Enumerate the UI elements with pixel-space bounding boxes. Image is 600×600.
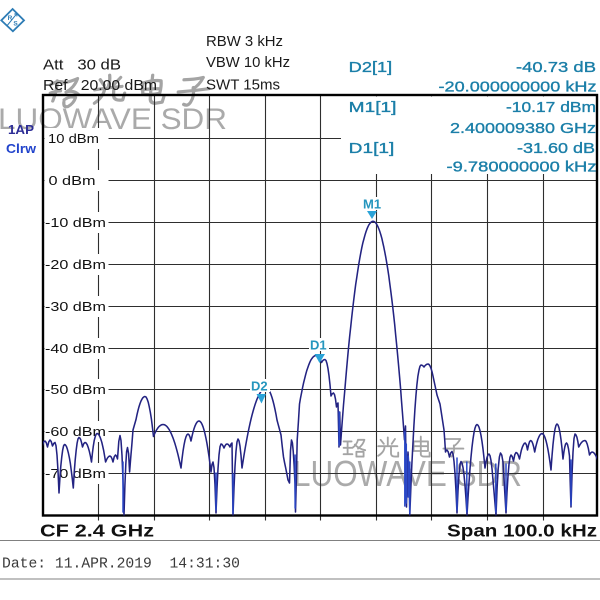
- svg-text:-70 dBm: -70 dBm: [45, 466, 106, 481]
- svg-text:Clrw: Clrw: [6, 141, 37, 156]
- svg-text:-50 dBm: -50 dBm: [45, 382, 106, 397]
- svg-text:Span 100.0 kHz: Span 100.0 kHz: [447, 521, 597, 541]
- svg-text:0 dBm: 0 dBm: [49, 173, 96, 188]
- svg-text:-60 dBm: -60 dBm: [45, 424, 106, 439]
- svg-text:D2[1]: D2[1]: [349, 59, 393, 76]
- svg-text:-20.000000000 kHz: -20.000000000 kHz: [439, 78, 597, 95]
- svg-text:VBW 10 kHz: VBW 10 kHz: [206, 55, 290, 71]
- svg-text:-10 dBm: -10 dBm: [45, 215, 106, 230]
- svg-text:-30 dBm: -30 dBm: [45, 299, 106, 314]
- svg-text:LUOWAVE SDR: LUOWAVE SDR: [0, 103, 227, 136]
- svg-text:-31.60 dB: -31.60 dB: [517, 140, 595, 157]
- svg-text:D1: D1: [310, 338, 327, 353]
- svg-text:-10.17 dBm: -10.17 dBm: [506, 99, 596, 116]
- svg-text:S: S: [13, 21, 18, 28]
- svg-text:R: R: [8, 15, 13, 22]
- svg-text:-40 dBm: -40 dBm: [45, 341, 106, 356]
- svg-text:M1: M1: [363, 197, 381, 212]
- svg-text:Ref 20.00 dBm: Ref 20.00 dBm: [43, 78, 157, 94]
- svg-text:D2: D2: [251, 379, 268, 394]
- svg-text:1AP: 1AP: [8, 122, 34, 137]
- svg-text:RBW 3 kHz: RBW 3 kHz: [206, 34, 283, 50]
- svg-text:10 dBm: 10 dBm: [48, 131, 99, 146]
- svg-text:Att 30 dB: Att 30 dB: [43, 58, 121, 74]
- svg-text:Date: 11.APR.2019 14:31:30: Date: 11.APR.2019 14:31:30: [2, 556, 240, 573]
- svg-text:D1[1]: D1[1]: [349, 140, 395, 157]
- svg-text:SWT 15ms: SWT 15ms: [206, 78, 280, 94]
- svg-text:CF 2.4 GHz: CF 2.4 GHz: [40, 521, 154, 541]
- svg-text:-20 dBm: -20 dBm: [45, 257, 106, 272]
- svg-text:-40.73 dB: -40.73 dB: [516, 59, 596, 76]
- svg-text:2.400009380 GHz: 2.400009380 GHz: [450, 120, 596, 137]
- svg-text:M1[1]: M1[1]: [349, 99, 397, 116]
- svg-text:-9.780000000 kHz: -9.780000000 kHz: [447, 158, 597, 175]
